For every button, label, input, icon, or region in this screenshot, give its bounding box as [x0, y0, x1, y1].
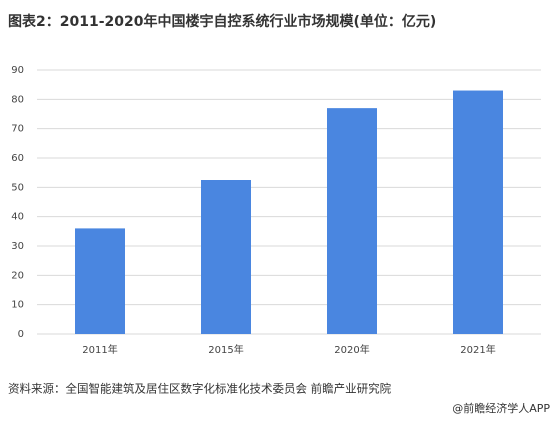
y-tick-label: 60	[11, 153, 24, 164]
y-tick-label: 80	[11, 94, 24, 105]
y-tick-label: 90	[11, 65, 24, 76]
y-tick-label: 50	[11, 182, 24, 193]
y-tick-label: 0	[18, 329, 24, 340]
chart-title: 图表2：2011-2020年中国楼宇自控系统行业市场规模(单位：亿元)	[8, 13, 436, 30]
bar	[201, 180, 251, 334]
bar	[453, 90, 503, 335]
y-tick-label: 30	[11, 241, 24, 252]
y-tick-label: 20	[11, 270, 24, 281]
footer: @前瞻经济学人APP	[452, 401, 550, 415]
x-tick-label: 2015年	[208, 343, 243, 356]
bar	[327, 108, 377, 334]
x-tick-label: 2020年	[334, 343, 369, 356]
x-tick-label: 2021年	[460, 343, 495, 356]
y-tick-label: 10	[11, 300, 24, 311]
source: 资料来源：全国智能建筑及居住区数字化标准化技术委员会 前瞻产业研究院	[8, 382, 392, 396]
y-tick-label: 40	[11, 212, 24, 223]
x-tick-label: 2011年	[82, 343, 117, 356]
bar	[75, 228, 125, 334]
y-tick-label: 70	[11, 124, 24, 135]
